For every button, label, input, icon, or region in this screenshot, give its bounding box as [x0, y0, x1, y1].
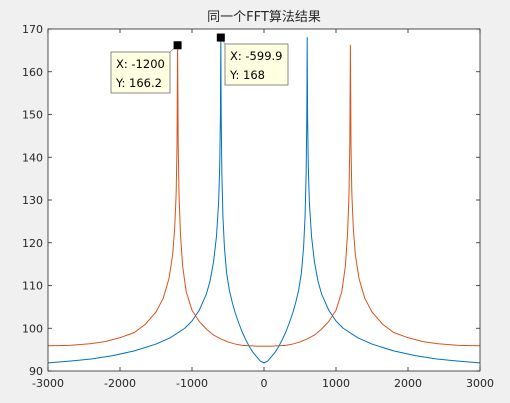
series-line-2	[47, 44, 481, 347]
data-tip-x-text: X: -1200	[116, 57, 165, 71]
y-tick-label: 140	[22, 151, 43, 164]
x-tick-label: -1000	[176, 377, 208, 390]
y-tick-label: 170	[22, 23, 43, 36]
y-tick-label: 130	[22, 194, 43, 207]
x-tick-label: -3000	[32, 377, 64, 390]
data-tip-marker	[216, 33, 225, 42]
data-tip-box	[110, 51, 171, 94]
y-tick-label: 110	[22, 280, 43, 293]
y-tick-label: 120	[22, 237, 43, 250]
y-tick-label: 100	[22, 322, 43, 335]
data-tip-1[interactable]: X: -1200 Y: 166.2	[110, 51, 171, 94]
data-tips[interactable]: X: -1200 Y: 166.2 X: -599.9 Y: 168	[110, 33, 289, 94]
data-tip-x-text: X: -599.9	[230, 49, 282, 63]
chart-title: 同一个FFT算法结果	[207, 10, 321, 25]
y-tick-label: 90	[29, 365, 43, 378]
x-tick-label: 1000	[322, 377, 350, 390]
plot-lines	[47, 37, 481, 364]
x-tick-label: 2000	[394, 377, 422, 390]
series-line-1	[47, 37, 481, 364]
y-axis-tick-labels: 90 100 110 120 130 140 150 160 170	[22, 23, 43, 378]
data-tip-marker	[173, 41, 182, 50]
data-tip-y-text: Y: 168	[229, 68, 265, 82]
y-tick-label: 160	[22, 66, 43, 79]
x-tick-label: 0	[261, 377, 268, 390]
x-axis-tick-labels: -3000 -2000 -1000 0 1000 2000 3000	[32, 377, 494, 390]
x-tick-label: 3000	[466, 377, 494, 390]
data-tip-y-text: Y: 166.2	[115, 76, 162, 90]
axes-box	[47, 28, 481, 372]
x-tick-label: -2000	[104, 377, 136, 390]
y-tick-label: 150	[22, 109, 43, 122]
data-tip-2[interactable]: X: -599.9 Y: 168	[224, 43, 289, 86]
data-tip-box	[224, 43, 289, 86]
